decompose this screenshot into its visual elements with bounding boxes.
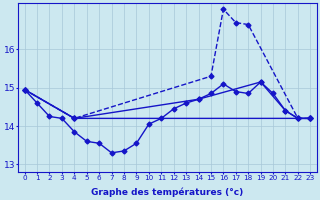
X-axis label: Graphe des températures (°c): Graphe des températures (°c) bbox=[92, 187, 244, 197]
